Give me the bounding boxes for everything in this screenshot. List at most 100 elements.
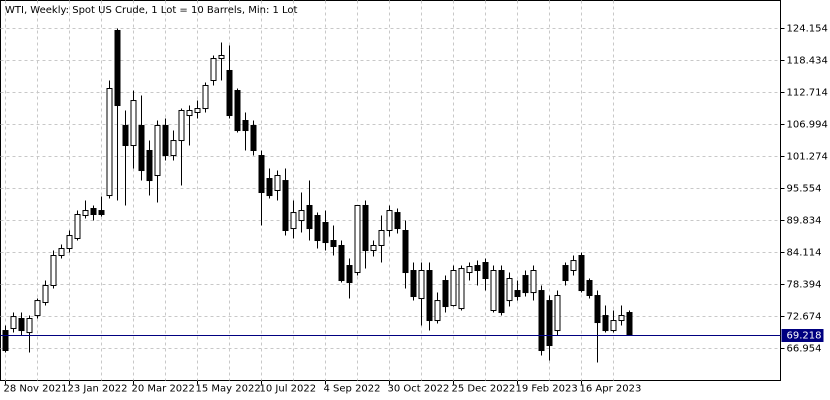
y-tick-label: 106.994 (787, 120, 828, 131)
candle-body (178, 109, 185, 142)
candle-body (474, 265, 481, 272)
candle-body (138, 124, 145, 172)
candle-body (530, 270, 537, 294)
y-tick-label: 72.674 (787, 312, 822, 323)
candle-body (210, 58, 217, 82)
candle-body (418, 270, 425, 300)
candle-body (578, 255, 585, 292)
candle-body (282, 180, 289, 232)
candle-body (490, 270, 497, 312)
candle-body (130, 100, 137, 147)
candle-body (226, 69, 233, 117)
candle-body (154, 124, 161, 177)
x-tick-label: 10 Jul 2022 (260, 384, 317, 395)
candle-body (346, 265, 353, 284)
x-tick-label: 25 Dec 2022 (452, 384, 516, 395)
y-tick-label: 84.114 (787, 248, 822, 259)
candle-body (378, 230, 385, 246)
candle-body (10, 316, 17, 330)
candle-body (74, 214, 81, 240)
candle-body (234, 90, 241, 132)
x-tick-label: 28 Nov 2021 (4, 384, 68, 395)
candle-body (170, 140, 177, 157)
candle-body (298, 210, 305, 222)
y-tick-label: 112.714 (787, 88, 828, 99)
y-tick-label: 89.834 (787, 216, 822, 227)
candle-body (402, 230, 409, 274)
chart-title: WTI, Weekly: Spot US Crude, 1 Lot = 10 B… (5, 5, 298, 16)
candle-body (562, 265, 569, 282)
candle-body (458, 268, 465, 310)
last-price-label: 69.218 (787, 331, 822, 342)
candle-body (146, 149, 153, 182)
candle-body (618, 315, 625, 322)
candle-body (250, 124, 257, 151)
y-tick-label: 101.274 (787, 152, 828, 163)
candle-body (106, 88, 113, 197)
candle-body (506, 278, 513, 302)
x-tick-label: 23 Jan 2022 (68, 384, 128, 395)
candle-body (274, 175, 281, 192)
candle-body (98, 210, 105, 216)
candle-body (466, 266, 473, 274)
y-tick-label: 124.154 (787, 24, 828, 35)
candle-body (602, 315, 609, 332)
candle-body (314, 215, 321, 242)
candle-body (34, 300, 41, 317)
x-tick-label: 20 Mar 2022 (132, 384, 195, 395)
candle-body (522, 275, 529, 294)
x-tick-label: 4 Sep 2022 (324, 384, 381, 395)
candle-body (354, 204, 361, 274)
candle-body (426, 270, 433, 322)
y-tick-label: 78.394 (787, 280, 822, 291)
candle-body (570, 260, 577, 272)
candle-body (338, 244, 345, 282)
candle-body (90, 208, 97, 216)
x-tick-label: 19 Feb 2023 (516, 384, 578, 395)
candle-body (498, 270, 505, 314)
candle-body (290, 212, 297, 230)
plot-frame (0, 0, 781, 381)
candle-body (546, 300, 553, 347)
candle-body (626, 312, 633, 336)
candle-body (322, 222, 329, 244)
candle-body (362, 204, 369, 252)
candle-body (218, 54, 225, 60)
candle-body (594, 295, 601, 324)
last-price-box (781, 329, 824, 342)
candle-body (386, 210, 393, 232)
y-tick-label: 95.554 (787, 184, 822, 195)
candle-body (442, 280, 449, 308)
candle-body (162, 124, 169, 157)
x-tick-label: 16 Apr 2023 (580, 384, 642, 395)
candle-body (410, 270, 417, 298)
candle-body (58, 248, 65, 257)
candle-body (242, 120, 249, 132)
x-tick-label: 15 May 2022 (196, 384, 261, 395)
candle-body (538, 290, 545, 352)
candle-body (66, 235, 73, 250)
candle-body (202, 84, 209, 110)
candle-body (122, 124, 129, 147)
candle-body (434, 300, 441, 322)
candle-body (394, 212, 401, 230)
y-tick-label: 66.954 (787, 344, 822, 355)
candle-body (554, 295, 561, 332)
candle-body (50, 255, 57, 287)
candle-body (610, 320, 617, 332)
candle-body (82, 210, 89, 217)
candle-body (370, 244, 377, 252)
candle-body (306, 204, 313, 230)
x-tick-label: 30 Oct 2022 (388, 384, 450, 395)
candle-body (330, 240, 337, 248)
candle-body (18, 318, 25, 332)
candle-body (42, 285, 49, 304)
y-tick-label: 118.434 (787, 56, 828, 67)
candle-body (26, 318, 33, 334)
candle-body (186, 109, 193, 117)
candle-body (2, 330, 9, 352)
candle-body (514, 290, 521, 298)
candle-body (258, 155, 265, 194)
candle-body (586, 280, 593, 297)
